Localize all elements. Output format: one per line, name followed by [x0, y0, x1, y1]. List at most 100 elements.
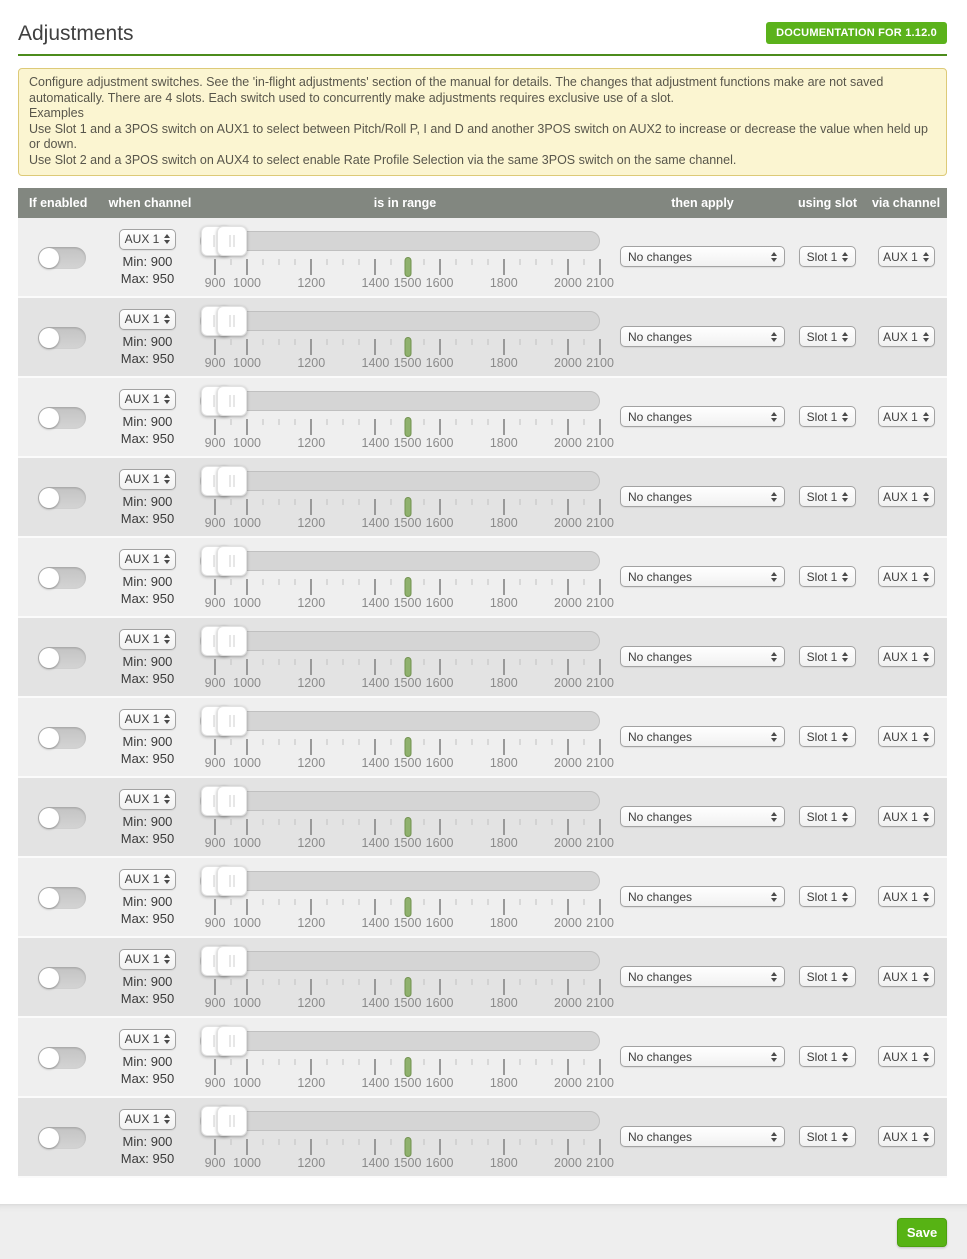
range-slider-track[interactable] [200, 1105, 600, 1136]
enable-toggle[interactable] [38, 326, 86, 349]
then-apply-select[interactable]: No changes [620, 326, 785, 348]
via-channel-select[interactable]: AUX 1 [877, 326, 935, 348]
range-min-label: Min: 900 [122, 1053, 173, 1069]
using-slot-select[interactable]: Slot 1 [799, 566, 856, 588]
range-slider-track[interactable] [200, 865, 600, 896]
then-apply-select[interactable]: No changes [620, 1046, 785, 1068]
using-slot-select[interactable]: Slot 1 [799, 646, 856, 668]
when-channel-select[interactable]: AUX 1 [119, 308, 176, 330]
when-channel-select[interactable]: AUX 1 [119, 868, 176, 890]
range-slider-track[interactable] [200, 465, 600, 496]
using-slot-select[interactable]: Slot 1 [799, 246, 856, 268]
scale-label: 2100 [586, 595, 614, 610]
when-channel-select[interactable]: AUX 1 [119, 708, 176, 730]
documentation-button[interactable]: DOCUMENTATION FOR 1.12.0 [766, 22, 947, 44]
via-channel-select[interactable]: AUX 1 [877, 806, 935, 828]
range-slider-track[interactable] [200, 705, 600, 736]
via-channel-select[interactable]: AUX 1 [877, 886, 935, 908]
range-slider-track[interactable] [200, 545, 600, 576]
when-channel-select[interactable]: AUX 1 [119, 548, 176, 570]
using-slot-select[interactable]: Slot 1 [799, 1126, 856, 1148]
enable-toggle[interactable] [38, 566, 86, 589]
select-arrows-icon [164, 314, 171, 325]
range-max-handle[interactable] [217, 225, 248, 256]
via-channel-select[interactable]: AUX 1 [877, 1126, 935, 1148]
range-max-handle[interactable] [217, 785, 248, 816]
range-max-handle[interactable] [217, 1105, 248, 1136]
range-max-handle[interactable] [217, 305, 248, 336]
scale-tick [566, 258, 569, 275]
range-max-handle[interactable] [217, 1025, 248, 1056]
via-channel-select[interactable]: AUX 1 [877, 646, 935, 668]
range-slider-track[interactable] [200, 1025, 600, 1056]
via-channel-select[interactable]: AUX 1 [877, 726, 935, 748]
via-channel-select[interactable]: AUX 1 [877, 966, 935, 988]
range-slider-track[interactable] [200, 385, 600, 416]
enable-toggle[interactable] [38, 1126, 86, 1149]
using-slot-select[interactable]: Slot 1 [799, 486, 856, 508]
enable-toggle[interactable] [38, 886, 86, 909]
enable-toggle[interactable] [38, 806, 86, 829]
scale-tick [278, 498, 280, 505]
then-apply-select[interactable]: No changes [620, 726, 785, 748]
enable-toggle[interactable] [38, 1046, 86, 1069]
using-slot-select[interactable]: Slot 1 [799, 1046, 856, 1068]
enable-toggle[interactable] [38, 486, 86, 509]
range-slider-track[interactable] [200, 625, 600, 656]
range-slider-track[interactable] [200, 305, 600, 336]
scale-tick [551, 418, 553, 425]
using-slot-select[interactable]: Slot 1 [799, 966, 856, 988]
then-apply-select[interactable]: No changes [620, 886, 785, 908]
scale-tick [583, 338, 585, 345]
when-channel-select[interactable]: AUX 1 [119, 228, 176, 250]
when-channel-select[interactable]: AUX 1 [119, 1108, 176, 1130]
enable-toggle[interactable] [38, 406, 86, 429]
then-apply-select[interactable]: No changes [620, 1126, 785, 1148]
range-max-handle[interactable] [217, 465, 248, 496]
using-slot-select[interactable]: Slot 1 [799, 326, 856, 348]
range-slider-track[interactable] [200, 225, 600, 256]
when-channel-select[interactable]: AUX 1 [119, 468, 176, 490]
scale-tick [278, 978, 280, 985]
then-apply-select[interactable]: No changes [620, 566, 785, 588]
scale-tick [374, 578, 377, 595]
range-slider-track[interactable] [200, 945, 600, 976]
then-apply-select[interactable]: No changes [620, 486, 785, 508]
then-apply-select[interactable]: No changes [620, 966, 785, 988]
save-button[interactable]: Save [897, 1218, 947, 1247]
then-apply-select[interactable]: No changes [620, 406, 785, 428]
then-apply-select[interactable]: No changes [620, 246, 785, 268]
when-channel-select[interactable]: AUX 1 [119, 1028, 176, 1050]
scale-label: 1400 [361, 995, 390, 1010]
enable-toggle[interactable] [38, 966, 86, 989]
adjustment-row: AUX 1 Min: 900 Max: 950 900 1000 1200 1400 1… [18, 537, 947, 618]
via-channel-select[interactable]: AUX 1 [877, 246, 935, 268]
then-apply-select[interactable]: No changes [620, 646, 785, 668]
range-max-handle[interactable] [217, 945, 248, 976]
then-apply-select[interactable]: No changes [620, 806, 785, 828]
range-slider-track[interactable] [200, 785, 600, 816]
when-channel-select[interactable]: AUX 1 [119, 628, 176, 650]
when-channel-select[interactable]: AUX 1 [119, 948, 176, 970]
range-max-handle[interactable] [217, 705, 248, 736]
using-slot-select[interactable]: Slot 1 [799, 726, 856, 748]
enable-toggle[interactable] [38, 726, 86, 749]
using-slot-select[interactable]: Slot 1 [799, 806, 856, 828]
handle-grip-icon [229, 1034, 235, 1047]
via-channel-select[interactable]: AUX 1 [877, 566, 935, 588]
enable-toggle[interactable] [38, 646, 86, 669]
using-slot-select[interactable]: Slot 1 [799, 406, 856, 428]
via-channel-select[interactable]: AUX 1 [877, 406, 935, 428]
when-channel-select[interactable]: AUX 1 [119, 388, 176, 410]
range-max-handle[interactable] [217, 385, 248, 416]
via-channel-select[interactable]: AUX 1 [877, 486, 935, 508]
using-slot-select[interactable]: Slot 1 [799, 886, 856, 908]
via-channel-select[interactable]: AUX 1 [877, 1046, 935, 1068]
enable-toggle[interactable] [38, 246, 86, 269]
when-channel-select[interactable]: AUX 1 [119, 788, 176, 810]
select-arrows-icon [922, 411, 929, 422]
range-max-handle[interactable] [217, 865, 248, 896]
adjustment-row: AUX 1 Min: 900 Max: 950 900 1000 1200 1400 1… [18, 777, 947, 858]
range-max-handle[interactable] [217, 545, 248, 576]
range-max-handle[interactable] [217, 625, 248, 656]
